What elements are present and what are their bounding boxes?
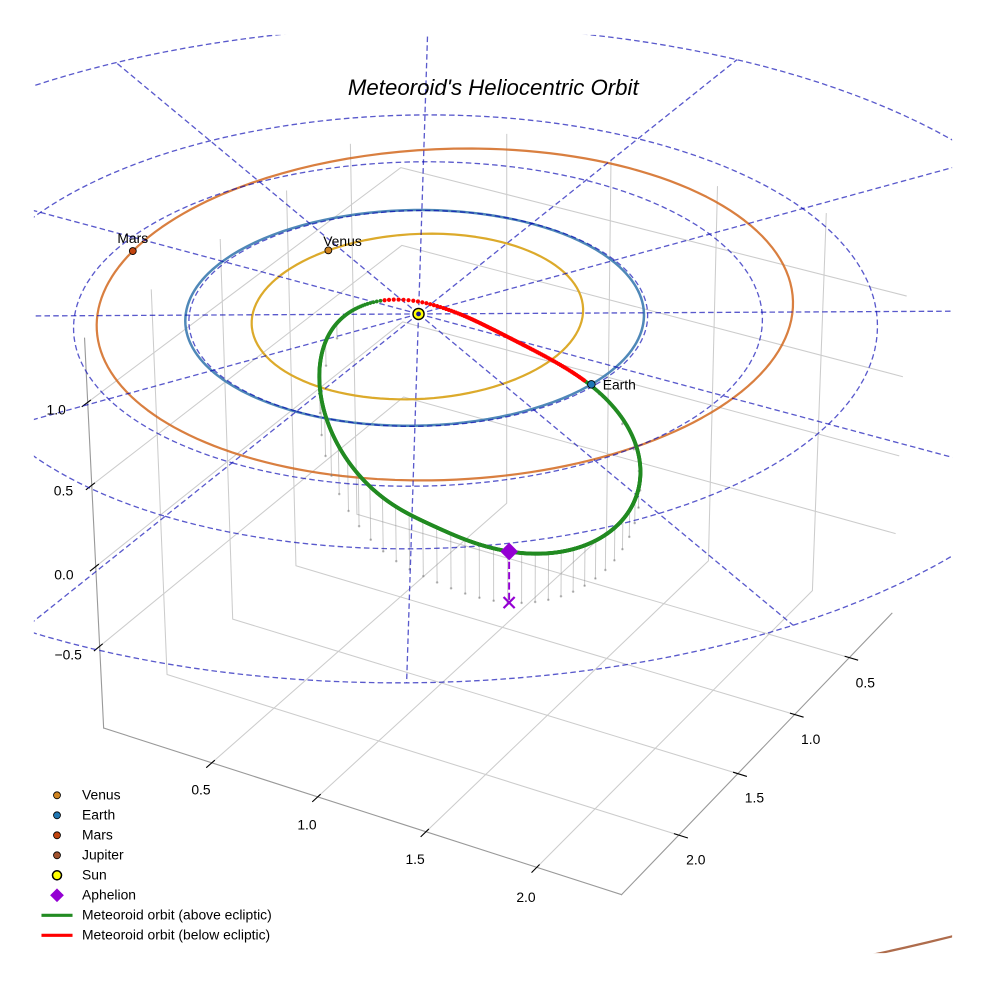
svg-text:−0.5: −0.5 bbox=[54, 647, 82, 663]
svg-text:2.0: 2.0 bbox=[686, 851, 706, 867]
svg-text:1.0: 1.0 bbox=[297, 817, 317, 833]
svg-text:0.5: 0.5 bbox=[191, 781, 211, 797]
svg-text:Venus: Venus bbox=[323, 233, 362, 249]
svg-text:0.0: 0.0 bbox=[54, 567, 74, 583]
svg-text:1.0: 1.0 bbox=[47, 402, 67, 418]
svg-text:Aphelion: Aphelion bbox=[82, 887, 136, 903]
svg-text:Meteoroid's Heliocentric Orbit: Meteoroid's Heliocentric Orbit bbox=[348, 75, 640, 100]
svg-text:Meteoroid orbit (below eclipti: Meteoroid orbit (below ecliptic) bbox=[82, 927, 270, 943]
svg-text:0.5: 0.5 bbox=[54, 482, 74, 498]
svg-text:Sun: Sun bbox=[82, 867, 107, 883]
svg-text:Jupiter: Jupiter bbox=[82, 847, 124, 863]
svg-text:2.0: 2.0 bbox=[516, 889, 536, 905]
svg-text:Venus: Venus bbox=[82, 787, 121, 803]
svg-text:1.5: 1.5 bbox=[745, 790, 765, 806]
svg-text:Meteoroid orbit (above eclipti: Meteoroid orbit (above ecliptic) bbox=[82, 907, 272, 923]
svg-text:Mars: Mars bbox=[117, 230, 148, 246]
svg-text:Earth: Earth bbox=[603, 376, 636, 392]
svg-text:0.5: 0.5 bbox=[856, 674, 876, 690]
svg-text:1.0: 1.0 bbox=[801, 731, 821, 747]
svg-text:1.5: 1.5 bbox=[405, 851, 425, 867]
svg-text:Earth: Earth bbox=[82, 807, 115, 823]
svg-text:Mars: Mars bbox=[82, 827, 113, 843]
